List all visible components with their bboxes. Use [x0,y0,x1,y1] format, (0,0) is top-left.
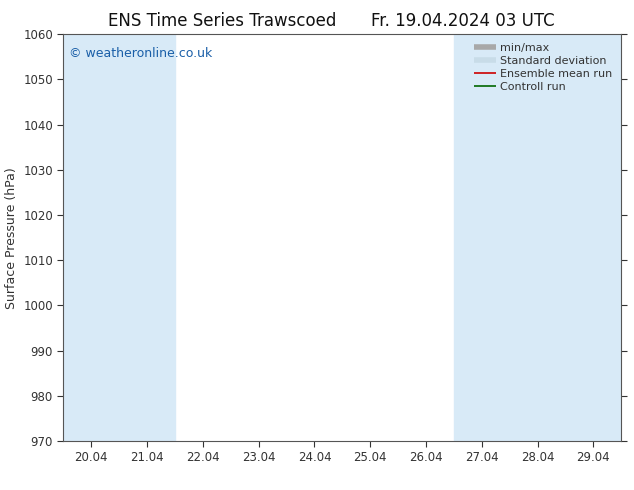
Text: ENS Time Series Trawscoed: ENS Time Series Trawscoed [108,12,336,30]
Bar [119,34,175,441]
Bar [510,34,566,441]
Bar [63,34,119,441]
Legend: min/max, Standard deviation, Ensemble mean run, Controll run: min/max, Standard deviation, Ensemble me… [470,40,616,95]
Y-axis label: Surface Pressure (hPa): Surface Pressure (hPa) [4,167,18,309]
Bar [566,34,621,441]
Text: Fr. 19.04.2024 03 UTC: Fr. 19.04.2024 03 UTC [371,12,555,30]
Bar [454,34,510,441]
Text: © weatheronline.co.uk: © weatheronline.co.uk [69,47,212,59]
